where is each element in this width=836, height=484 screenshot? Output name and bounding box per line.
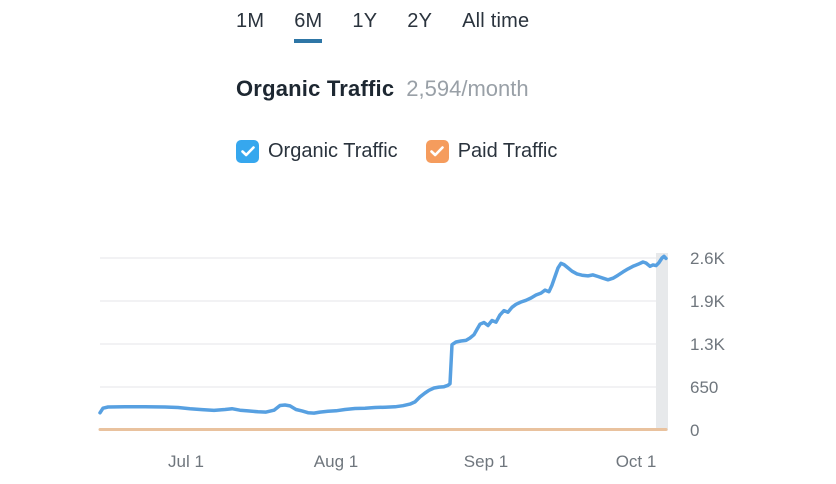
legend-label: Paid Traffic <box>457 140 558 162</box>
x-tick-label: Sep 1 <box>463 452 509 471</box>
paid-traffic-checkbox[interactable] <box>425 140 449 163</box>
traffic-value: 2,594/month <box>406 76 529 101</box>
chart-legend: Organic Traffic Paid Traffic <box>236 140 557 163</box>
y-tick-label: 650 <box>690 377 719 397</box>
tab-1m[interactable]: 1M <box>236 10 265 32</box>
organic-traffic-checkbox[interactable] <box>236 140 259 163</box>
chart-header: Organic Traffic 2,594/month <box>236 76 529 102</box>
checkmark-icon <box>240 146 255 157</box>
y-tick-label: 2.6K <box>690 248 725 268</box>
tab-1y[interactable]: 1Y <box>352 10 378 32</box>
y-tick-label: 0 <box>690 421 700 440</box>
tab-2y[interactable]: 2Y <box>407 10 433 32</box>
tab-6m[interactable]: 6M <box>294 10 323 43</box>
legend-item-paid-traffic: Paid Traffic <box>425 140 558 163</box>
legend-item-organic-traffic: Organic Traffic <box>236 140 398 163</box>
x-tick-label: Aug 1 <box>313 452 359 471</box>
legend-label: Organic Traffic <box>268 140 398 162</box>
tab-all-time[interactable]: All time <box>462 10 530 32</box>
checkmark-icon <box>430 146 444 157</box>
chart-plot-area[interactable] <box>100 246 668 434</box>
x-tick-label: Oct 1 <box>615 452 657 471</box>
y-tick-label: 1.9K <box>690 291 725 311</box>
x-tick-label: Jul 1 <box>168 452 204 471</box>
y-tick-label: 1.3K <box>690 334 725 354</box>
time-range-tabs: 1M 6M 1Y 2Y All time <box>236 10 529 43</box>
page-title: Organic Traffic <box>236 76 395 101</box>
